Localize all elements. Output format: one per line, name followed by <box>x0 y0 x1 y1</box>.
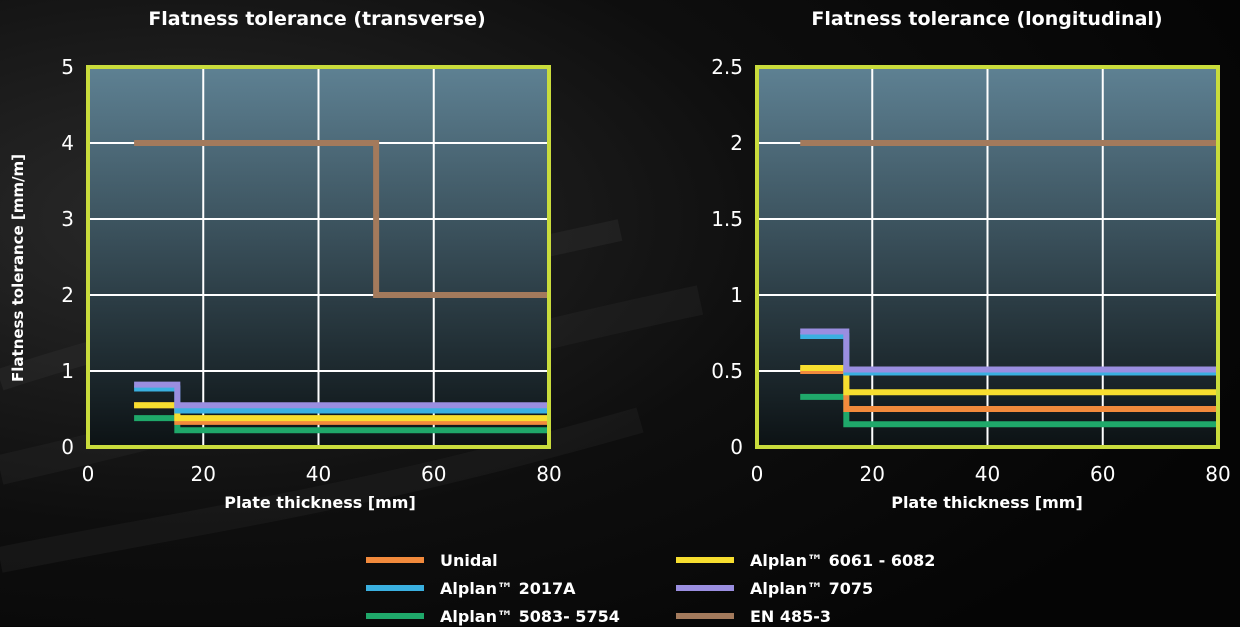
legend-label: Alplan™ 7075 <box>750 578 874 598</box>
y-tick-label: 4 <box>61 131 74 155</box>
y-tick-label: 1 <box>730 283 743 307</box>
x-axis-label-transverse: Plate thickness [mm] <box>224 493 416 512</box>
x-tick-label: 40 <box>975 462 1000 486</box>
y-tick-label: 0 <box>61 435 74 459</box>
chart-transverse: 0 20 40 60 80 0 1 2 3 4 5 <box>61 55 561 486</box>
x-tick-label: 60 <box>421 462 446 486</box>
y-tick-label: 2.5 <box>711 55 743 79</box>
chart-title-transverse: Flatness tolerance (transverse) <box>148 8 486 30</box>
legend-label: Alplan™ 6061 - 6082 <box>750 550 936 570</box>
y-tick-label: 5 <box>61 55 74 79</box>
chart-longitudinal: 0 20 40 60 80 0 0.5 1 1.5 2 2.5 <box>711 55 1231 486</box>
series-line-alplan-6061-6082 <box>800 364 1218 396</box>
legend-swatch <box>366 585 424 591</box>
y-tick-label: 2 <box>730 131 743 155</box>
x-tick-label: 0 <box>751 462 764 486</box>
legend-item-unidal: Unidal <box>366 549 498 571</box>
x-axis-label-longitudinal: Plate thickness [mm] <box>891 493 1083 512</box>
legend-item-en-485-3: EN 485-3 <box>676 605 831 627</box>
plot-frame <box>86 65 551 449</box>
y-tick-label: 3 <box>61 207 74 231</box>
y-tick-label: 0 <box>730 435 743 459</box>
y-tick-label: 1 <box>61 359 74 383</box>
x-tick-label: 20 <box>191 462 216 486</box>
legend-item-alplan-2017a: Alplan™ 2017A <box>366 577 575 599</box>
legend-swatch <box>366 613 424 619</box>
legend-swatch <box>366 557 424 563</box>
legend-label: EN 485-3 <box>750 606 832 626</box>
legend-label: Unidal <box>440 550 498 570</box>
y-tick-label: 0.5 <box>711 359 743 383</box>
y-tick-label: 2 <box>61 283 74 307</box>
series-line-en-485-3 <box>134 140 549 298</box>
x-tick-label: 80 <box>1205 462 1230 486</box>
series-line-alplan-7075 <box>134 381 549 409</box>
x-tick-label: 0 <box>82 462 95 486</box>
chart-title-longitudinal: Flatness tolerance (longitudinal) <box>811 8 1163 30</box>
legend-label: Alplan™ 5083- 5754 <box>440 606 620 626</box>
legend-label: Alplan™ 2017A <box>440 578 576 598</box>
plot-frame <box>755 65 1220 449</box>
x-tick-label: 40 <box>306 462 331 486</box>
x-tick-label: 60 <box>1090 462 1115 486</box>
legend-item-alplan-5083-5754: Alplan™ 5083- 5754 <box>366 605 620 627</box>
x-tick-label: 80 <box>536 462 561 486</box>
legend-item-alplan-6061-6082: Alplan™ 6061 - 6082 <box>676 549 935 571</box>
legend-swatch <box>676 585 734 591</box>
x-tick-label: 20 <box>860 462 885 486</box>
series-line-alplan-7075 <box>800 328 1218 373</box>
legend-swatch <box>676 613 734 619</box>
legend-item-alplan-7075: Alplan™ 7075 <box>676 577 873 599</box>
y-tick-label: 1.5 <box>711 207 743 231</box>
legend-swatch <box>676 557 734 563</box>
